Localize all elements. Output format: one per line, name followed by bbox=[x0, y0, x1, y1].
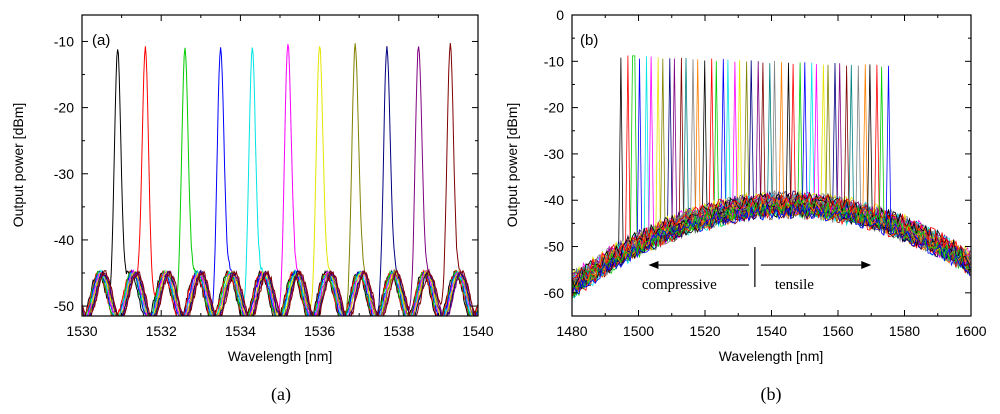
y-tick-label: -50 bbox=[544, 239, 564, 255]
chart-a-series-line bbox=[85, 47, 478, 316]
x-tick-label: 1536 bbox=[304, 323, 335, 339]
panel-b: 1480 1500 1520 1540 1560 1580 1600 -60 -50 -40 -30… bbox=[504, 7, 987, 405]
y-tick-label: -10 bbox=[544, 53, 564, 69]
y-tick-label: -10 bbox=[54, 33, 74, 49]
chart-b-series-line bbox=[572, 64, 971, 281]
chart-b-annotation bbox=[648, 247, 872, 288]
chart-b-x-axis-label: Wavelength [nm] bbox=[719, 348, 824, 364]
chart-b-series-line bbox=[572, 63, 971, 285]
x-tick-label: 1580 bbox=[889, 323, 920, 339]
chart-b-series-line bbox=[572, 66, 971, 290]
x-tick-label: 1520 bbox=[689, 323, 720, 339]
arrow-left-head bbox=[648, 261, 659, 270]
chart-b-series-line bbox=[572, 55, 971, 299]
x-tick-label: 1538 bbox=[383, 323, 414, 339]
arrow-right-head bbox=[861, 261, 872, 270]
chart-b-panel-label: (b) bbox=[580, 32, 598, 49]
chart-a-ticks: 1530 1532 1534 1536 1538 1540 -50 -40 -30 -20 -10 bbox=[54, 15, 494, 339]
x-tick-label: 1540 bbox=[462, 323, 493, 339]
chart-a-caption: (a) bbox=[271, 384, 291, 405]
chart-b-annotation-tensile: tensile bbox=[775, 277, 814, 293]
y-tick-label: -40 bbox=[544, 192, 564, 208]
chart-b-caption: (b) bbox=[761, 384, 782, 405]
chart-a-series-line bbox=[82, 44, 478, 316]
y-tick-label: 0 bbox=[556, 7, 564, 23]
chart-b-y-axis-label: Output power [dBm] bbox=[504, 103, 520, 228]
x-tick-label: 1560 bbox=[822, 323, 853, 339]
chart-a-series-line bbox=[82, 43, 475, 316]
chart-b-series-line bbox=[572, 61, 971, 291]
y-tick-label: -50 bbox=[54, 298, 74, 314]
chart-b-ticks: 1480 1500 1520 1540 1560 1580 1600 -60 -50 -40 -30… bbox=[544, 7, 987, 339]
y-tick-label: -60 bbox=[544, 285, 564, 301]
chart-b-annotation-compressive: compressive bbox=[642, 277, 717, 293]
x-tick-label: 1530 bbox=[66, 323, 97, 339]
chart-a-x-axis-label: Wavelength [nm] bbox=[228, 348, 333, 364]
chart-a-series-line bbox=[82, 46, 475, 316]
chart-a-panel-label: (a) bbox=[92, 32, 110, 49]
y-tick-label: -20 bbox=[54, 100, 74, 116]
chart-a-traces bbox=[82, 42, 478, 316]
x-tick-label: 1500 bbox=[623, 323, 654, 339]
x-tick-label: 1480 bbox=[556, 323, 587, 339]
y-tick-label: -30 bbox=[544, 146, 564, 162]
x-tick-label: 1540 bbox=[756, 323, 787, 339]
x-tick-label: 1600 bbox=[955, 323, 986, 339]
chart-a-y-axis-label: Output power [dBm] bbox=[10, 103, 26, 228]
y-tick-label: -40 bbox=[54, 232, 74, 248]
y-tick-label: -30 bbox=[54, 166, 74, 182]
chart-b-traces bbox=[572, 55, 971, 299]
x-tick-label: 1532 bbox=[146, 323, 177, 339]
y-tick-label: -20 bbox=[544, 100, 564, 116]
x-tick-label: 1534 bbox=[225, 323, 256, 339]
panel-a: 1530 1532 1534 1536 1538 1540-50-40-30-20-10 … bbox=[10, 14, 494, 405]
chart-b-series-line bbox=[572, 65, 971, 295]
